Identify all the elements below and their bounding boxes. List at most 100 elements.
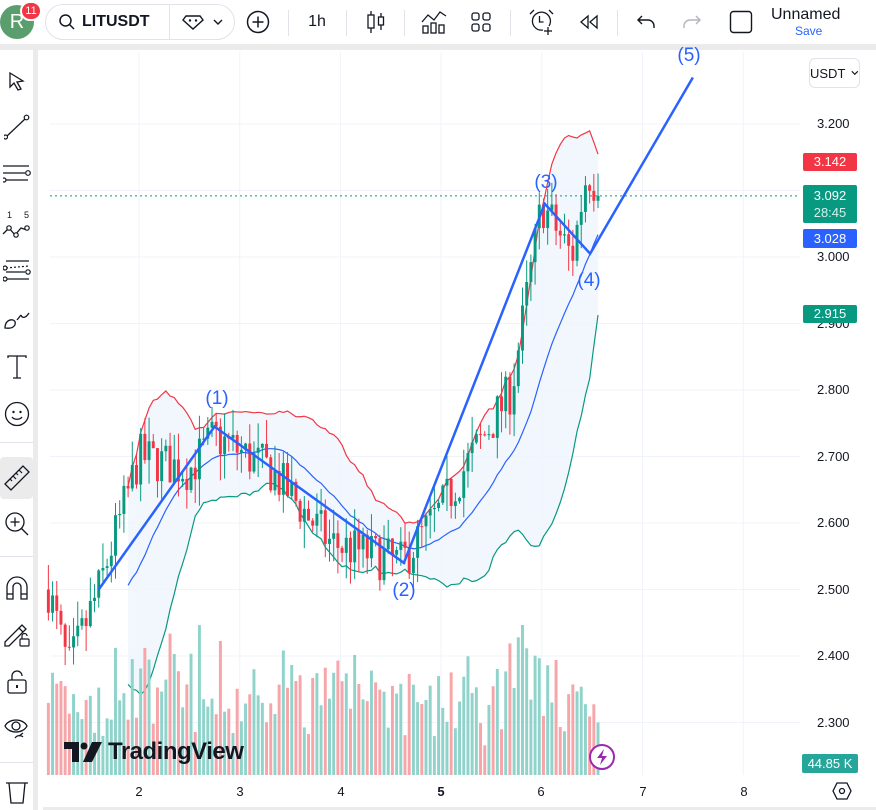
layout-name[interactable]: Unnamed: [771, 6, 841, 23]
text-icon: [6, 355, 27, 379]
toolbar-divider: [0, 556, 33, 557]
symbol-search-box[interactable]: LITUSDT: [45, 4, 235, 40]
time-label: 5: [437, 784, 445, 799]
tradingview-watermark[interactable]: TradingView: [64, 738, 244, 766]
time-label: 3: [236, 784, 244, 799]
emoji-tool[interactable]: [0, 396, 33, 432]
notification-badge[interactable]: 11: [20, 1, 42, 21]
tradingview-wordmark: TradingView: [108, 738, 244, 765]
brush-icon: [3, 312, 30, 329]
upper-band-tag: 3.142: [803, 153, 857, 171]
hide-tool[interactable]: [0, 710, 33, 746]
fullscreen-button[interactable]: [726, 4, 756, 40]
chevron-down-icon: [851, 70, 859, 76]
toolbar-divider: [288, 10, 289, 36]
fib-tool[interactable]: [0, 253, 33, 289]
bb-basis-line: [127, 234, 599, 586]
undo-button[interactable]: [632, 4, 660, 40]
layouts-button[interactable]: [466, 4, 496, 40]
svg-text:1: 1: [7, 210, 12, 220]
redo-icon: [683, 15, 701, 28]
chart-type-button[interactable]: [362, 4, 390, 40]
diamond-icon: [182, 15, 204, 30]
ruler-icon: [3, 465, 30, 491]
volume-bars: [46, 625, 600, 775]
tradingview-logo-icon: [64, 742, 102, 762]
text-tool[interactable]: [0, 349, 33, 385]
symbol-name: LITUSDT: [82, 13, 150, 30]
horizontal-lines-icon: [2, 165, 31, 183]
wave-label-3[interactable]: (3): [534, 172, 558, 193]
bb-lower-line: [127, 315, 599, 696]
symbol-search[interactable]: LITUSDT: [46, 5, 170, 39]
time-label: 7: [639, 784, 647, 799]
lightning-icon: [597, 749, 607, 765]
price-scale[interactable]: 3.200 3.000 2.900 2.800 2.700 2.600 2.50…: [800, 50, 876, 780]
redo-button[interactable]: [678, 4, 706, 40]
time-label: 2: [135, 784, 143, 799]
magnet-icon: [5, 576, 28, 600]
price-label: 3.200: [817, 116, 850, 131]
lightning-button[interactable]: [589, 744, 615, 770]
lock-icon: [6, 670, 27, 694]
time-label: 8: [740, 784, 748, 799]
horizontal-lines-tool[interactable]: [0, 156, 33, 192]
undo-icon: [637, 15, 655, 28]
time-label: 6: [537, 784, 545, 799]
add-symbol-button[interactable]: [244, 4, 272, 40]
chevron-down-icon: [213, 19, 223, 25]
measure-tool[interactable]: [0, 457, 33, 499]
zoom-tool[interactable]: [0, 506, 33, 542]
top-toolbar: R 11 LITUSDT 1h: [0, 0, 876, 44]
replay-button[interactable]: [574, 4, 604, 40]
trend-line-tool[interactable]: [0, 109, 33, 145]
price-label: 2.300: [817, 715, 850, 730]
square-icon: [729, 10, 753, 34]
compare-dropdown[interactable]: [170, 14, 224, 30]
last-price-tag: 3.092 28:45: [803, 185, 857, 223]
indicators-button[interactable]: [418, 4, 450, 40]
pencil-lock-icon: [3, 624, 30, 647]
price-label: 2.500: [817, 582, 850, 597]
bottom-border: [43, 807, 876, 810]
wave-label-1[interactable]: (1): [205, 388, 229, 409]
save-button[interactable]: Save: [795, 24, 823, 38]
lock-all-tool[interactable]: [0, 664, 33, 700]
remove-tool[interactable]: [0, 774, 33, 810]
toolbar-divider: [617, 10, 618, 36]
lock-drawing-tool[interactable]: [0, 616, 33, 652]
toolbar-divider: [0, 762, 33, 763]
fib-retracement-icon: [2, 260, 31, 282]
toolbar-divider: [346, 10, 347, 36]
cursor-arrow-icon: [8, 71, 25, 91]
wave-label-2[interactable]: (2): [392, 580, 416, 601]
bar-countdown: 28:45: [813, 205, 847, 220]
smiley-icon: [4, 401, 29, 427]
alert-button[interactable]: [524, 4, 558, 40]
elliott-wave-line[interactable]: [97, 76, 694, 591]
wave-label-5[interactable]: (5): [677, 45, 701, 66]
volume-tag: 44.85 K: [802, 754, 858, 773]
price-label: 2.600: [817, 515, 850, 530]
chart-settings-button[interactable]: [832, 782, 852, 805]
price-label: 3.000: [817, 249, 850, 264]
timeframe-button[interactable]: 1h: [298, 4, 336, 40]
toolbar-divider: [510, 10, 511, 36]
search-icon: [59, 14, 75, 30]
wave-label-4[interactable]: (4): [577, 270, 601, 291]
cursor-tool[interactable]: [0, 64, 33, 100]
toolbar-divider: [0, 442, 33, 443]
time-label: 4: [337, 784, 345, 799]
currency-selector[interactable]: USDT: [809, 58, 860, 88]
bollinger-bands: [127, 130, 599, 696]
plus-circle-icon: [246, 10, 270, 34]
toolbar-divider: [0, 44, 876, 50]
magnet-tool[interactable]: [0, 570, 33, 606]
brush-tool[interactable]: [0, 302, 33, 338]
lower-band-tag: 2.915: [803, 305, 857, 323]
alarm-plus-icon: [529, 9, 554, 35]
